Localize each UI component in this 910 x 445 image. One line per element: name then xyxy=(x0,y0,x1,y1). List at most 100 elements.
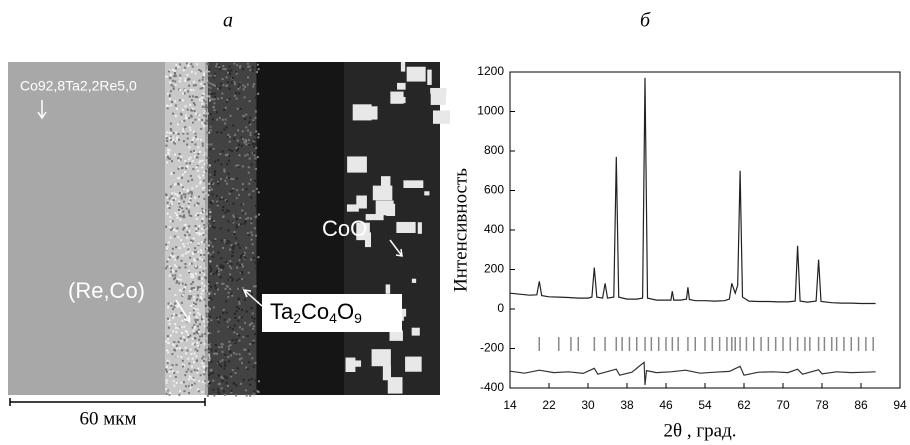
speckle xyxy=(173,184,176,187)
speckle xyxy=(170,84,173,87)
speckle xyxy=(199,160,202,163)
speckle xyxy=(254,157,257,160)
speckle xyxy=(209,285,212,288)
speckle xyxy=(181,215,184,218)
speckle xyxy=(174,75,177,78)
speckle xyxy=(228,241,231,244)
speckle xyxy=(208,95,211,98)
speckle xyxy=(225,376,228,379)
speckle xyxy=(199,265,202,268)
speckle xyxy=(192,302,195,305)
speckle xyxy=(187,385,190,388)
speckle xyxy=(169,220,172,223)
speckle xyxy=(199,87,202,90)
speckle xyxy=(210,272,213,275)
speckle xyxy=(193,343,196,346)
speckle xyxy=(170,138,173,141)
speckle xyxy=(184,262,187,265)
speckle xyxy=(231,189,234,192)
speckle xyxy=(193,307,196,310)
speckle xyxy=(197,251,200,254)
speckle xyxy=(240,362,243,365)
speckle xyxy=(240,271,243,274)
speckle xyxy=(181,359,184,362)
speckle xyxy=(193,298,196,301)
speckle xyxy=(184,316,187,319)
speckle xyxy=(228,326,231,329)
speckle xyxy=(166,349,169,352)
speckle xyxy=(230,375,233,378)
speckle xyxy=(224,211,227,214)
speckle xyxy=(180,326,183,329)
speckle xyxy=(190,353,193,356)
speckle xyxy=(170,131,173,134)
speckle xyxy=(197,388,200,391)
speckle xyxy=(229,273,232,276)
speckle xyxy=(246,129,249,132)
speckle xyxy=(217,330,220,333)
speckle xyxy=(195,230,198,233)
speckle xyxy=(204,358,207,361)
speckle xyxy=(231,245,234,248)
speckle xyxy=(208,189,211,192)
speckle xyxy=(193,360,196,363)
speckle xyxy=(189,198,192,201)
speckle xyxy=(231,328,234,331)
speckle xyxy=(180,155,183,158)
speckle xyxy=(198,118,201,121)
speckle xyxy=(169,334,172,337)
speckle xyxy=(210,143,213,146)
speckle xyxy=(173,384,176,387)
speckle xyxy=(207,74,210,77)
speckle xyxy=(193,325,196,328)
speckle xyxy=(205,284,208,287)
speckle xyxy=(219,152,222,155)
speckle xyxy=(179,239,182,242)
speckle xyxy=(248,353,251,356)
speckle xyxy=(252,120,255,123)
speckle xyxy=(212,83,215,86)
speckle xyxy=(171,196,174,199)
speckle xyxy=(235,177,238,180)
speckle xyxy=(175,363,178,366)
scale-bar-label: 60 мкм xyxy=(79,408,136,429)
speckle xyxy=(184,266,187,269)
speckle xyxy=(206,95,209,98)
speckle xyxy=(224,179,227,182)
speckle xyxy=(222,65,225,68)
speckle xyxy=(180,259,183,262)
speckle xyxy=(212,388,215,391)
speckle xyxy=(257,136,260,139)
speckle xyxy=(223,170,226,173)
speckle xyxy=(175,230,178,233)
alloy-region xyxy=(8,62,168,395)
speckle xyxy=(169,90,172,93)
speckle xyxy=(184,196,187,199)
speckle xyxy=(174,67,177,70)
speckle xyxy=(206,394,209,397)
speckle xyxy=(236,367,239,370)
speckle xyxy=(208,373,211,376)
speckle xyxy=(192,309,195,312)
speckle xyxy=(240,357,243,360)
bright-patch xyxy=(351,360,362,367)
speckle xyxy=(233,94,236,97)
speckle xyxy=(196,332,199,335)
speckle xyxy=(165,340,168,343)
speckle xyxy=(203,186,206,189)
speckle xyxy=(225,311,228,314)
speckle xyxy=(221,343,224,346)
speckle xyxy=(247,234,250,237)
speckle xyxy=(185,227,188,230)
speckle xyxy=(172,270,175,273)
bright-patch xyxy=(411,278,417,283)
speckle xyxy=(168,207,171,210)
speckle xyxy=(170,129,173,132)
speckle xyxy=(179,274,182,277)
speckle xyxy=(180,120,183,123)
speckle xyxy=(244,321,247,324)
speckle xyxy=(235,91,238,94)
speckle xyxy=(188,117,191,120)
speckle xyxy=(196,349,199,352)
speckle xyxy=(183,325,186,328)
